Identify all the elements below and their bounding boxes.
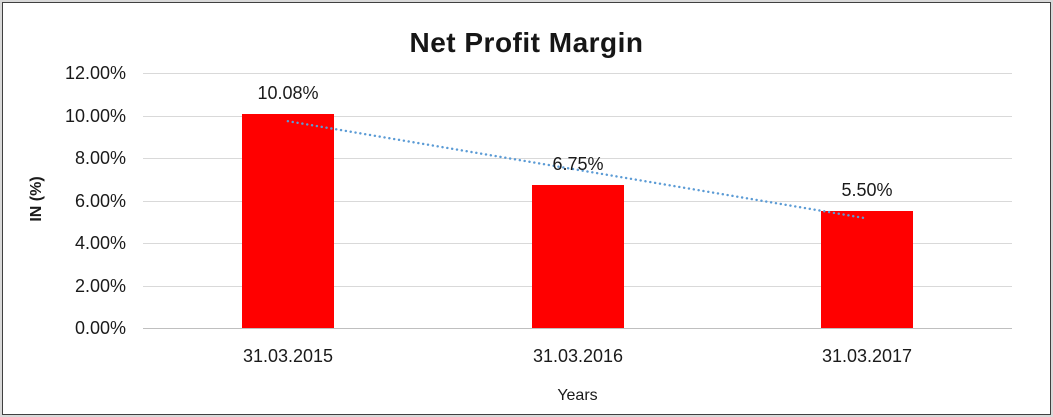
data-label: 10.08% [257,83,319,103]
x-tick-label: 31.03.2015 [242,346,334,366]
y-tick-label: 12.00% [64,63,126,83]
x-tick-label: 31.03.2017 [821,346,913,366]
gridline [143,73,1012,74]
y-tick-label: 10.00% [64,106,126,126]
trendline [286,119,869,220]
chart-title: Net Profit Margin [409,27,644,58]
bar [821,211,913,328]
y-tick-label: 8.00% [74,148,126,168]
bar [242,114,334,328]
y-tick-label: 6.00% [74,191,126,211]
x-axis-title: Years [557,387,598,404]
bar [532,185,624,328]
y-tick-label: 4.00% [74,233,126,253]
x-tick-label: 31.03.2016 [532,346,624,366]
data-label: 6.75% [552,154,604,174]
y-tick-label: 0.00% [74,318,126,338]
gridline [143,116,1012,117]
x-axis-line [143,328,1012,329]
data-label: 5.50% [841,180,893,200]
y-tick-label: 2.00% [74,276,126,296]
gridline [143,158,1012,159]
